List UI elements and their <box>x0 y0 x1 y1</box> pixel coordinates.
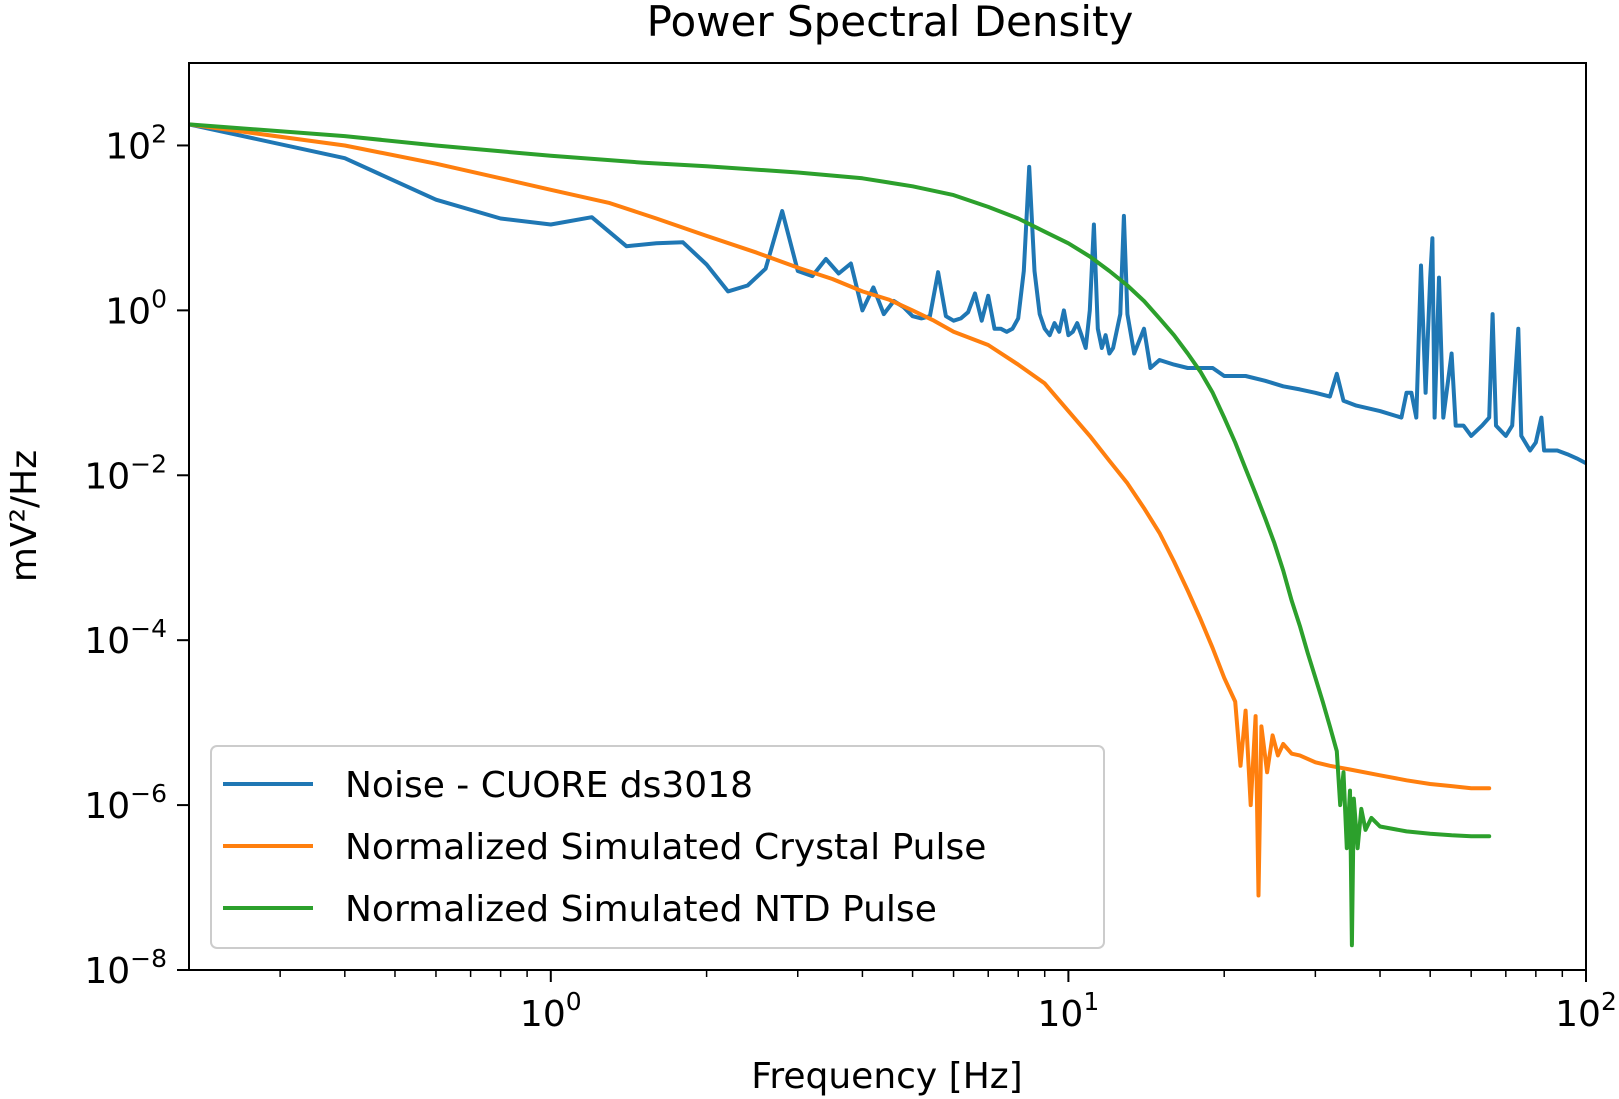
axes-frame <box>188 62 1587 971</box>
chart-title: Power Spectral Density <box>647 0 1134 46</box>
plot-area <box>189 122 1586 948</box>
legend-box <box>210 745 1105 949</box>
legend-label-3: Normalized Simulated NTD Pulse <box>345 889 937 930</box>
x-axis-label: Frequency [Hz] <box>751 1056 1022 1097</box>
series-line-2 <box>189 122 1492 898</box>
series-line-1 <box>189 122 1586 466</box>
legend-label-1: Noise - CUORE ds3018 <box>345 765 753 806</box>
legend: Noise - CUORE ds3018 Normalized Simulated… <box>210 745 1105 949</box>
series-line-3 <box>189 122 1492 948</box>
y-axis-label: mV²/Hz <box>4 450 45 582</box>
y-tick-label: 10−6 <box>84 779 167 827</box>
legend-label-2: Normalized Simulated Crystal Pulse <box>345 827 986 868</box>
